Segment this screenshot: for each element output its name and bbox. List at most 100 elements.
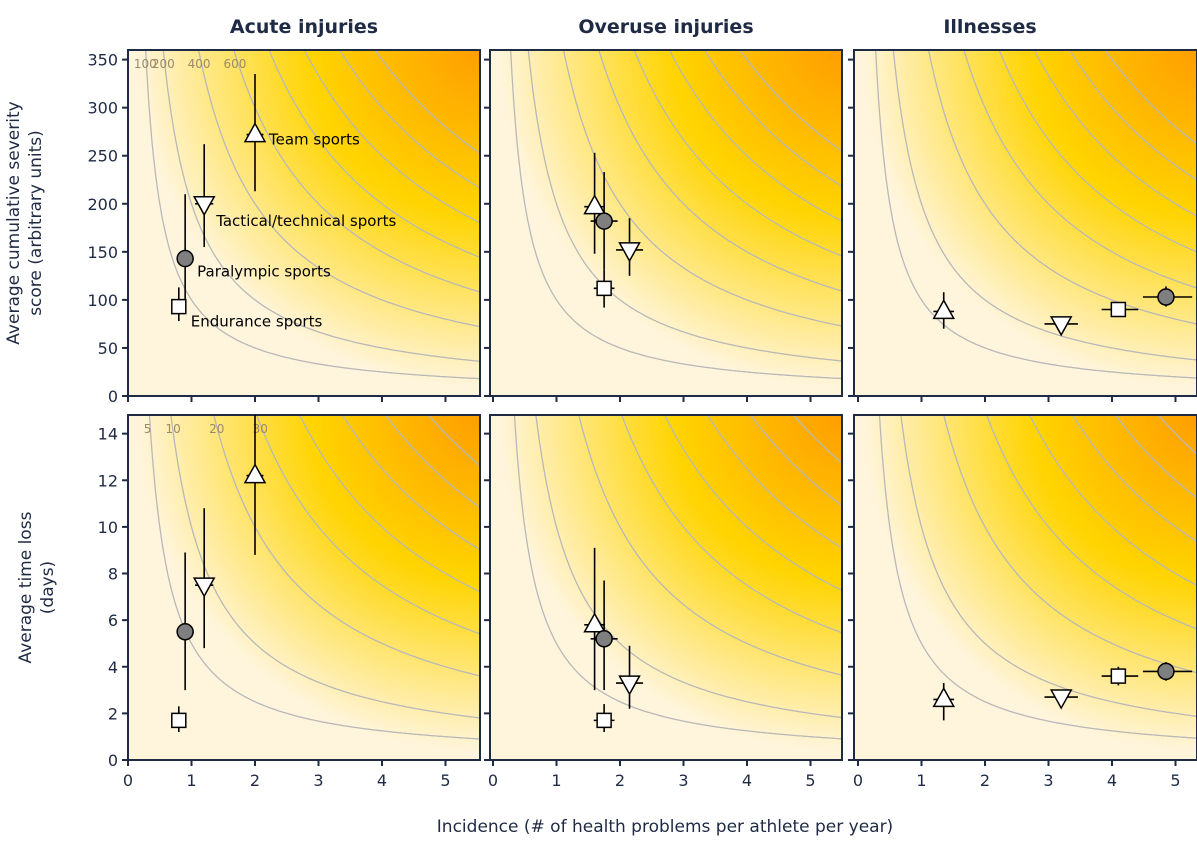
panel-frame xyxy=(127,49,481,397)
column-title: Acute injuries xyxy=(230,16,378,38)
marker-square xyxy=(596,280,612,297)
isoline xyxy=(739,50,842,152)
x-axis-label: Incidence (# of health problems per athl… xyxy=(437,817,893,837)
data-point: Endurance sports xyxy=(171,287,322,331)
data-point xyxy=(583,152,606,254)
panel-background xyxy=(128,415,480,760)
marker-circle xyxy=(1157,662,1175,681)
marker-triangle-up xyxy=(583,612,606,633)
x-tick-label: 5 xyxy=(440,771,450,790)
isoline xyxy=(384,415,480,509)
isoline xyxy=(663,415,842,592)
marker-square xyxy=(171,712,187,729)
panel-frame xyxy=(127,414,481,761)
x-tick-label: 1 xyxy=(186,771,196,790)
y-tick-label: 150 xyxy=(87,243,118,262)
x-tick-label: 2 xyxy=(980,771,990,790)
isoline xyxy=(144,50,480,380)
marker-triangle-down xyxy=(618,242,641,263)
data-point: Tactical/technical sports xyxy=(192,144,397,248)
y-tick-label: 0 xyxy=(108,387,118,406)
y-axis-label: (days) xyxy=(38,561,58,614)
data-point xyxy=(171,706,187,733)
series-label: Paralympic sports xyxy=(197,263,331,281)
isoline xyxy=(998,50,1197,253)
isoline xyxy=(213,415,480,677)
isoline xyxy=(509,50,842,380)
series-label: Tactical/technical sports xyxy=(215,212,396,230)
marker-triangle-up xyxy=(932,686,955,708)
marker-circle xyxy=(1157,288,1175,306)
data-point xyxy=(932,683,955,721)
marker-triangle-up xyxy=(583,194,606,215)
marker-circle xyxy=(595,630,613,648)
isoline xyxy=(197,50,480,328)
isoline xyxy=(562,50,842,327)
marker-triangle-down xyxy=(618,675,641,696)
isoline xyxy=(621,415,842,634)
x-tick-label: 1 xyxy=(916,771,926,790)
isoline xyxy=(1104,50,1197,145)
panel-frame xyxy=(489,49,843,397)
isoline xyxy=(1114,415,1197,499)
data-point xyxy=(932,292,955,329)
isoline xyxy=(341,415,480,551)
isoline xyxy=(513,415,842,740)
column-title: Overuse injuries xyxy=(578,16,753,38)
isoline xyxy=(338,50,480,189)
data-point xyxy=(583,547,606,691)
marker-square xyxy=(596,712,612,729)
marker-square xyxy=(171,298,187,315)
isoline xyxy=(374,50,480,155)
y-tick-label: 12 xyxy=(98,471,118,490)
x-tick-label: 4 xyxy=(377,771,387,790)
data-point xyxy=(1101,666,1139,686)
isoline xyxy=(706,415,842,549)
isoline-label: 100 xyxy=(134,57,157,71)
panel xyxy=(848,49,1197,402)
y-tick-label: 300 xyxy=(87,99,118,118)
marker-triangle-down xyxy=(1049,689,1073,710)
isoline-label: 400 xyxy=(188,57,211,71)
y-tick-label: 250 xyxy=(87,147,118,166)
data-point xyxy=(590,172,618,270)
panel-frame xyxy=(489,414,843,761)
isoline xyxy=(1028,415,1197,587)
isoline xyxy=(892,50,1197,361)
y-tick-label: 8 xyxy=(108,565,118,584)
marker-circle xyxy=(176,623,194,641)
marker-square xyxy=(1110,668,1127,684)
series-label: Team sports xyxy=(268,131,360,149)
x-tick-label: 2 xyxy=(615,771,625,790)
marker-triangle-up xyxy=(243,122,267,143)
data-point: Paralympic sports xyxy=(176,194,331,300)
data-point xyxy=(616,218,644,276)
data-point xyxy=(1044,689,1078,710)
isoline xyxy=(900,415,1197,718)
x-tick-label: 0 xyxy=(488,771,498,790)
isoline xyxy=(633,50,842,257)
x-tick-label: 3 xyxy=(678,771,688,790)
isoline-label: 10 xyxy=(166,422,181,436)
x-tick-label: 4 xyxy=(742,771,752,790)
panel-frame xyxy=(853,414,1197,761)
isoline xyxy=(535,415,842,719)
x-tick-label: 0 xyxy=(853,771,863,790)
isoline xyxy=(927,50,1197,325)
isoline xyxy=(598,50,842,292)
isoline xyxy=(1071,415,1197,543)
data-point xyxy=(1142,662,1193,681)
data-point xyxy=(1142,286,1193,307)
isoline-label: 200 xyxy=(152,57,175,71)
y-axis-label: Average time loss xyxy=(16,511,36,663)
isoline xyxy=(668,50,842,222)
panel-background xyxy=(128,50,480,396)
isoline xyxy=(303,50,480,224)
y-axis-label: Average cumulative severity xyxy=(4,101,24,344)
isoline xyxy=(162,50,480,363)
x-tick-label: 4 xyxy=(1107,771,1117,790)
marker-triangle-down xyxy=(192,196,216,217)
data-point xyxy=(243,415,267,555)
isoline-label: 30 xyxy=(253,422,268,436)
